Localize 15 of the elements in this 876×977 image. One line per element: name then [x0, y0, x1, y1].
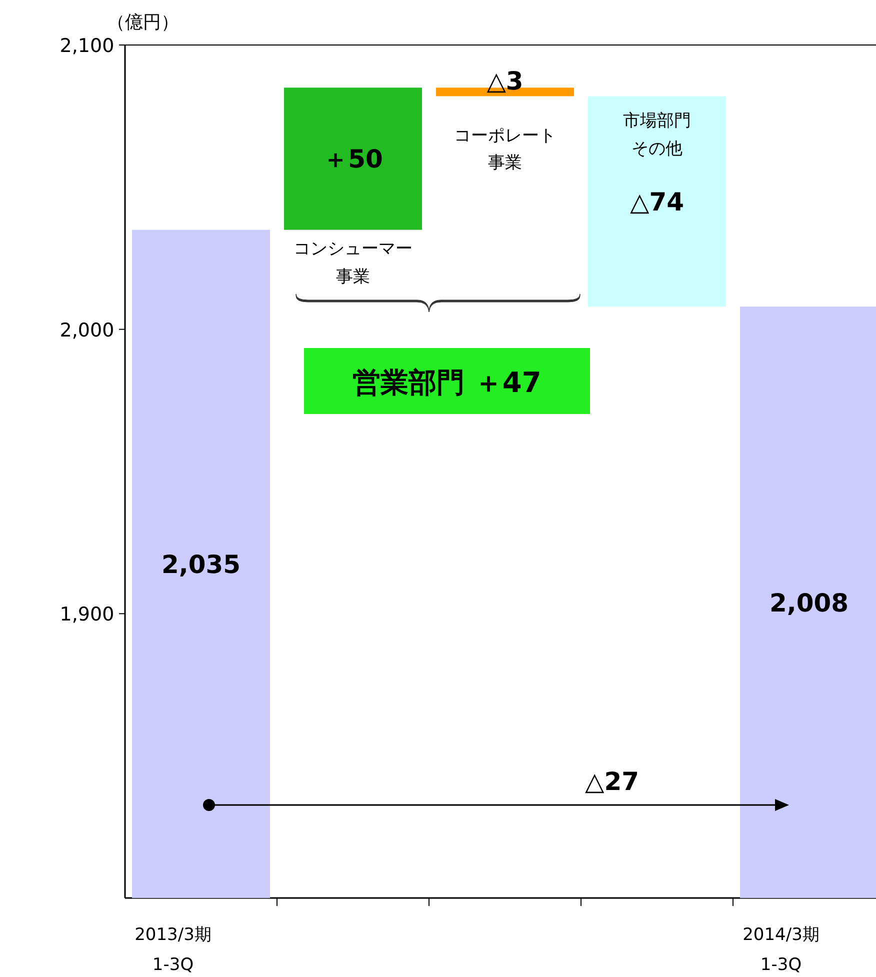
annotation: コンシューマー事業: [294, 238, 412, 287]
data-label: △74: [630, 187, 684, 216]
data-label: 2,035: [161, 550, 241, 579]
x-tick-label: 2013/3期 1-3Q: [134, 925, 212, 975]
y-axis-title: （億円）: [107, 12, 179, 33]
annotation: コーポレート事業: [454, 126, 556, 174]
data-label: 2,008: [769, 588, 849, 618]
y-tick-label: 2,100: [60, 35, 114, 57]
annotation: 営業部門 ＋47: [352, 366, 542, 399]
y-tick-label: 2,000: [60, 319, 114, 342]
y-tick-label: 1,900: [60, 604, 114, 626]
annotation: △27: [584, 767, 640, 796]
x-tick-label: 2014/3期 1-3Q: [742, 925, 820, 975]
data-label: ＋50: [323, 144, 383, 174]
annotation: 市場部門その他: [623, 111, 691, 160]
